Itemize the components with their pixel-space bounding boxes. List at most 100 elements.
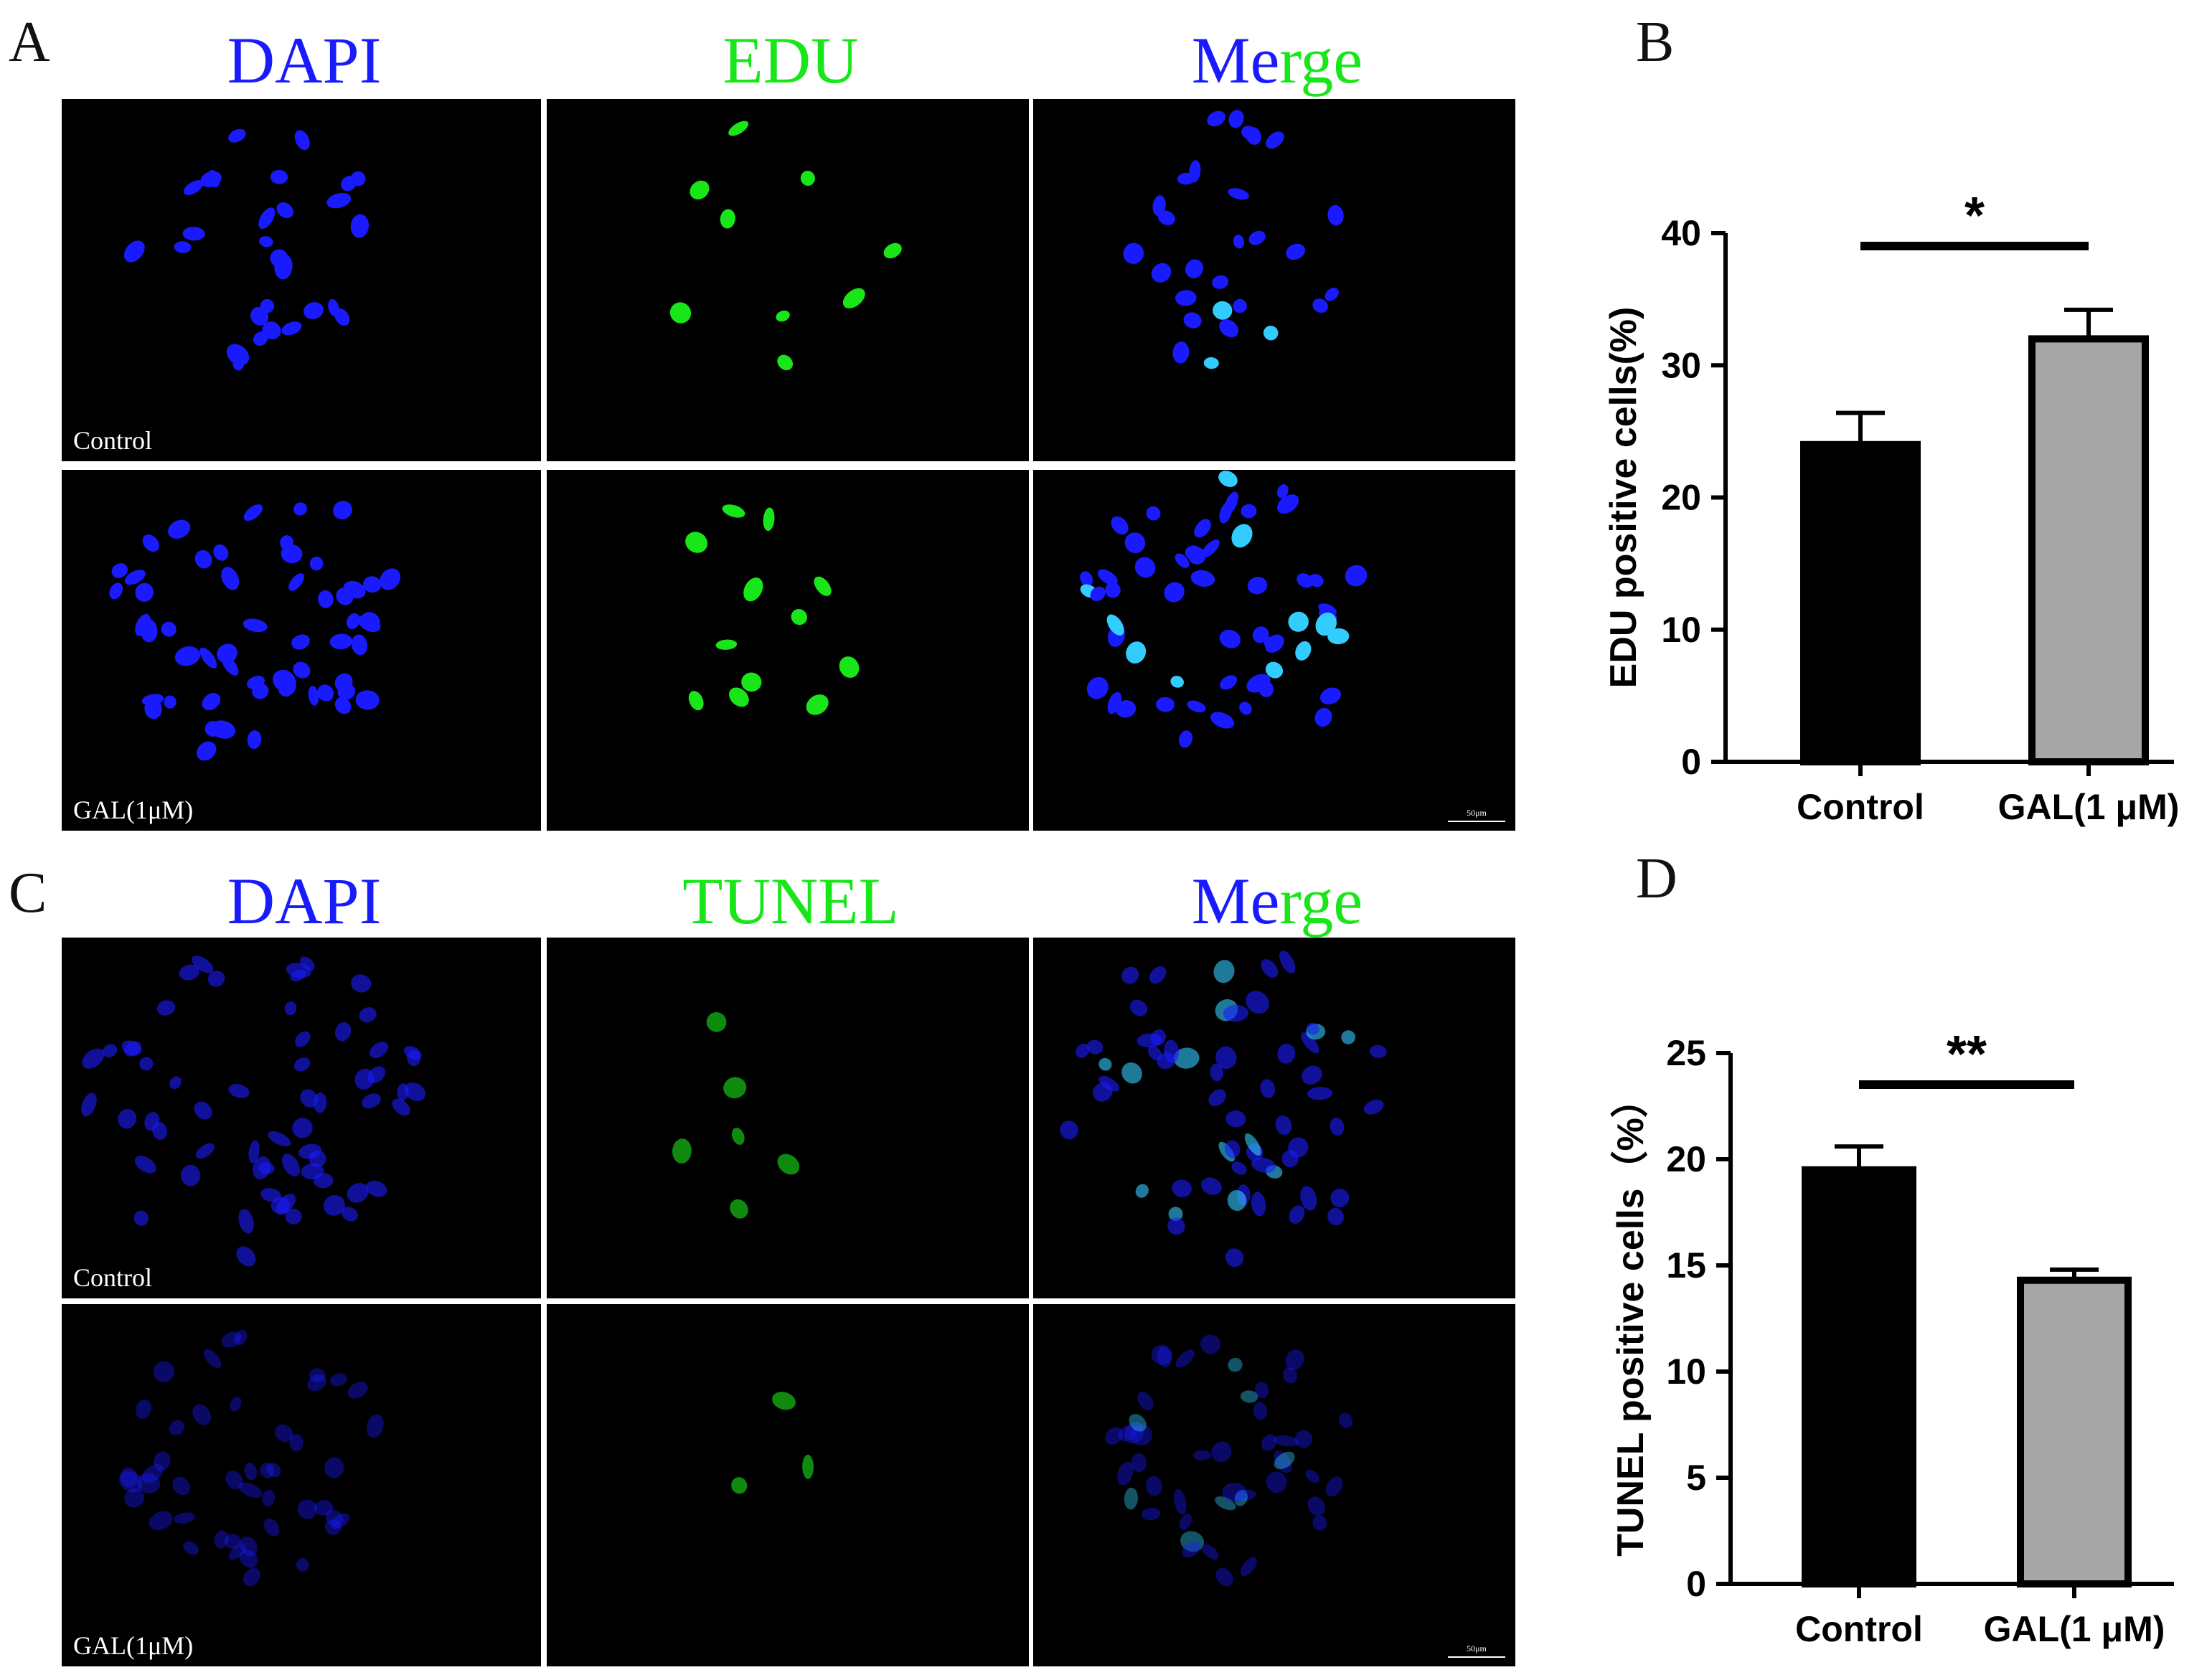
nucleus xyxy=(722,504,745,518)
nucleus xyxy=(258,1162,275,1174)
nucleus xyxy=(174,1512,195,1524)
y-tick-label: 15 xyxy=(1666,1245,1706,1285)
nucleus xyxy=(1174,1488,1187,1515)
nucleus xyxy=(111,563,128,578)
nucleus xyxy=(1233,298,1247,313)
scale-bar-label: 50μm xyxy=(1467,1643,1487,1653)
nucleus xyxy=(1240,1557,1257,1577)
nucleus xyxy=(1234,1489,1256,1502)
micrograph-merge-gal-2: 50μm xyxy=(1033,1304,1515,1666)
nucleus xyxy=(1134,557,1156,578)
nucleus xyxy=(1192,1450,1212,1461)
nucleus xyxy=(1180,1531,1205,1552)
nucleus xyxy=(168,519,191,539)
nucleus xyxy=(1146,1476,1162,1496)
nucleus xyxy=(109,582,123,600)
nucleus xyxy=(1210,1063,1224,1082)
nucleus xyxy=(299,956,315,971)
nucleus xyxy=(1183,312,1202,329)
nucleus xyxy=(1253,1402,1268,1420)
nucleus xyxy=(1277,1043,1296,1064)
y-tick-label: 20 xyxy=(1666,1139,1706,1179)
col-title-dapi: DAPI xyxy=(227,24,382,97)
nucleus xyxy=(728,121,749,136)
cell-cluster xyxy=(109,501,401,761)
nucleus xyxy=(181,1164,201,1186)
nucleus xyxy=(298,1143,322,1159)
nucleus xyxy=(149,1511,173,1531)
nucleus xyxy=(260,1463,275,1478)
nucleus xyxy=(292,634,310,650)
nucleus xyxy=(330,1373,347,1387)
nucleus xyxy=(1157,1052,1175,1070)
nucleus xyxy=(1164,582,1185,603)
merge-green-part: rge xyxy=(1279,24,1363,97)
nucleus xyxy=(174,646,200,666)
row-label-control: Control xyxy=(73,426,153,455)
nucleus xyxy=(1086,676,1109,699)
nucleus xyxy=(141,1464,164,1483)
nucleus xyxy=(883,242,902,259)
nucleus xyxy=(1345,565,1368,587)
nucleus xyxy=(293,502,307,516)
nucleus xyxy=(380,568,401,590)
nucleus xyxy=(1142,1507,1161,1521)
nucleus xyxy=(1289,1205,1305,1224)
nucleus xyxy=(252,683,269,699)
nucleus xyxy=(407,1049,421,1067)
nucleus xyxy=(1327,628,1350,645)
nucleus xyxy=(1341,1030,1356,1044)
nucleus xyxy=(1150,1029,1167,1046)
nucleus xyxy=(743,577,763,602)
scale-bar-label: 50μm xyxy=(1467,808,1487,818)
col-title-dapi-2: DAPI xyxy=(227,864,382,938)
y-axis-label: TUNEL positive cells（%） xyxy=(1610,1080,1652,1557)
nucleus xyxy=(221,1331,242,1348)
micrograph-dapi-control-2: Control xyxy=(62,938,541,1298)
nucleus xyxy=(1080,571,1093,587)
nucleus xyxy=(1213,301,1233,320)
nucleus xyxy=(1213,960,1235,983)
nucleus xyxy=(197,741,217,761)
nucleus xyxy=(1175,290,1197,306)
micrograph-dapi-control: Control xyxy=(62,99,541,461)
nucleus xyxy=(1263,326,1279,341)
nucleus xyxy=(326,192,352,209)
micrograph-edu-control xyxy=(547,99,1029,461)
nucleus xyxy=(1330,1188,1350,1208)
nucleus xyxy=(1228,1357,1243,1372)
nucleus xyxy=(1129,999,1148,1016)
nucleus xyxy=(1276,484,1289,499)
nucleus xyxy=(347,1183,369,1203)
nucleus xyxy=(1185,259,1203,278)
nucleus xyxy=(1097,569,1118,585)
nucleus xyxy=(729,687,749,707)
nucleus xyxy=(1275,1115,1292,1136)
nucleus xyxy=(1098,1057,1112,1071)
nucleus xyxy=(1201,539,1220,558)
nucleus xyxy=(296,1558,309,1572)
nucleus xyxy=(370,1042,389,1059)
nucleus xyxy=(1306,1022,1320,1035)
nucleus xyxy=(300,1089,319,1108)
panel-letter-d: D xyxy=(1636,847,1677,910)
nucleus xyxy=(281,321,302,336)
nucleus xyxy=(1274,1450,1292,1473)
merge-green-part: rge xyxy=(1279,864,1363,938)
nucleus xyxy=(1123,242,1144,264)
nucleus xyxy=(1157,1346,1172,1368)
merge-blue-part: Me xyxy=(1191,864,1280,938)
nucleus xyxy=(1215,1496,1236,1511)
chart-edu-positive: 0 10 20 30 40 Control GAL(1 μM) * EDU positive c… xyxy=(1603,187,2179,827)
nucleus xyxy=(308,686,319,706)
nucleus xyxy=(1220,675,1238,690)
nucleus xyxy=(672,1138,692,1164)
nucleus xyxy=(1151,1344,1173,1365)
nucleus xyxy=(1305,1469,1319,1483)
nucleus xyxy=(1273,1435,1299,1447)
nucleus xyxy=(1225,1248,1244,1268)
nucleus xyxy=(243,504,263,522)
nucleus xyxy=(720,209,735,229)
nucleus xyxy=(1170,676,1184,688)
nucleus xyxy=(1244,1133,1261,1156)
